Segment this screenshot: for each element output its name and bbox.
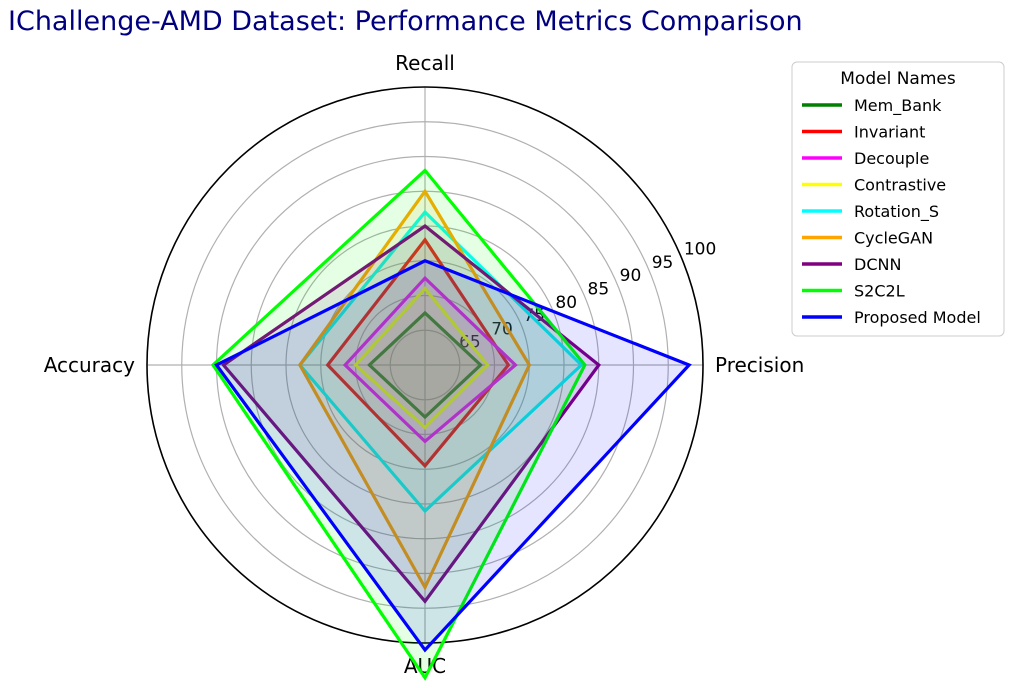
point-contrastive-precision — [487, 364, 489, 366]
series-proposed-model — [214, 259, 692, 653]
point-s2c2l-accuracy — [212, 364, 214, 366]
point-decouple-accuracy — [344, 364, 346, 366]
point-invariant-precision — [507, 364, 509, 366]
legend-label-decouple: Decouple — [854, 149, 929, 168]
point-contrastive-recall — [424, 288, 426, 290]
legend-label-cyclegan: CycleGAN — [854, 229, 933, 248]
tick-label-85: 85 — [588, 280, 610, 300]
point-dcnn-auc — [424, 600, 426, 602]
point-s2c2l-recall — [424, 169, 426, 171]
series-fill-s2c2l — [213, 170, 585, 678]
series-group — [210, 168, 692, 681]
tick-label-95: 95 — [652, 253, 674, 273]
point-proposed-model-precision — [688, 364, 690, 366]
point-proposed-model-recall — [424, 260, 426, 262]
tick-label-70: 70 — [491, 319, 513, 339]
point-decouple-auc — [424, 440, 426, 442]
point-cyclegan-precision — [528, 364, 530, 366]
series-s2c2l — [210, 168, 587, 681]
point-mem-bank-recall — [424, 312, 426, 314]
point-invariant-recall — [424, 239, 426, 241]
chart-title: IChallenge-AMD Dataset: Performance Metr… — [8, 6, 803, 37]
tick-label-80: 80 — [555, 293, 577, 313]
point-s2c2l-precision — [584, 364, 586, 366]
series-contrastive — [353, 286, 490, 430]
axis-label-recall: Recall — [395, 51, 455, 75]
legend-label-contrastive: Contrastive — [854, 176, 946, 195]
legend-label-rotation-s: Rotation_S — [854, 202, 939, 222]
series-dcnn — [221, 224, 601, 604]
legend-frame — [791, 61, 1005, 337]
point-decouple-precision — [514, 364, 516, 366]
point-dcnn-recall — [424, 225, 426, 227]
point-s2c2l-auc — [424, 677, 426, 679]
point-mem-bank-precision — [480, 364, 482, 366]
point-rotation-s-auc — [424, 510, 426, 512]
legend-label-mem-bank: Mem_Bank — [854, 96, 942, 116]
point-cyclegan-recall — [424, 190, 426, 192]
point-rotation-s-recall — [424, 211, 426, 213]
series-fill-cyclegan — [299, 191, 530, 588]
point-proposed-model-auc — [424, 649, 426, 651]
series-fill-dcnn — [223, 226, 599, 602]
polar-grid — [146, 86, 704, 644]
point-invariant-auc — [424, 465, 426, 467]
series-cyclegan — [298, 188, 532, 591]
point-mem-bank-accuracy — [368, 364, 370, 366]
axis-label-precision: Precision — [715, 353, 804, 377]
legend-title: Model Names — [840, 69, 956, 89]
tick-label-90: 90 — [620, 266, 642, 286]
series-fill-proposed-model — [216, 260, 690, 650]
series-decouple — [342, 275, 518, 444]
point-invariant-accuracy — [327, 364, 329, 366]
series-mem-bank — [367, 310, 483, 420]
point-cyclegan-accuracy — [299, 364, 301, 366]
point-rotation-s-precision — [580, 364, 582, 366]
point-mem-bank-auc — [424, 416, 426, 418]
legend-label-s2c2l: S2C2L — [854, 282, 905, 301]
point-dcnn-precision — [598, 364, 600, 366]
tick-label-100: 100 — [684, 240, 716, 260]
point-decouple-recall — [424, 277, 426, 279]
point-contrastive-accuracy — [355, 364, 356, 366]
legend-label-proposed-model: Proposed Model — [854, 308, 981, 327]
outer-frame — [146, 86, 704, 644]
legend: Model Names Mem_Bank Invariant Decouple Con… — [791, 61, 1005, 337]
point-contrastive-auc — [424, 427, 426, 429]
legend-label-dcnn: DCNN — [854, 255, 901, 274]
axis-label-accuracy: Accuracy — [44, 353, 135, 377]
point-dcnn-accuracy — [223, 364, 224, 366]
point-proposed-model-accuracy — [216, 364, 217, 366]
point-cyclegan-auc — [424, 586, 426, 588]
legend-label-invariant: Invariant — [854, 123, 925, 142]
